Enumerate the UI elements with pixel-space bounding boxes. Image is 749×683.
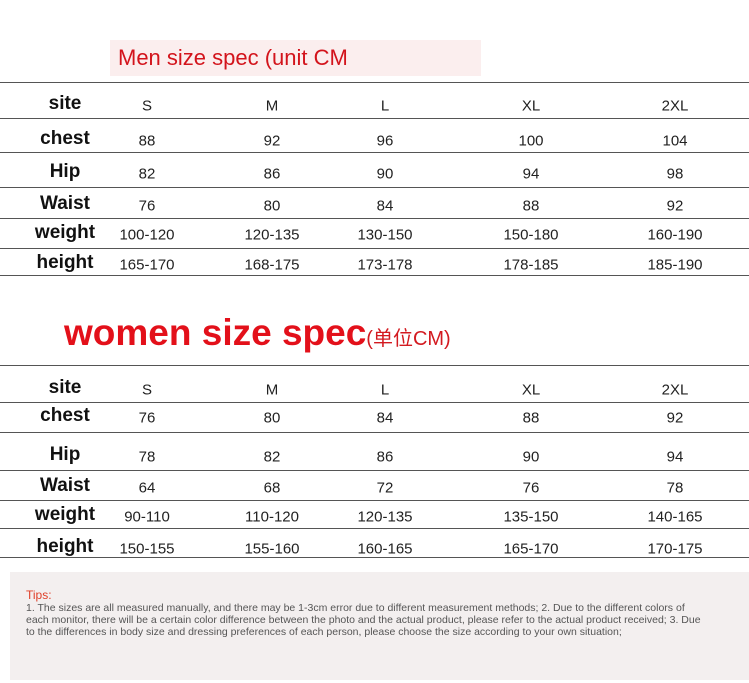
table-cell: 64: [138, 479, 156, 497]
row-divider: [0, 118, 749, 119]
men-title: Men size spec (unit CM: [110, 40, 481, 76]
table-cell: 88: [522, 197, 540, 215]
table-cell: 76: [522, 479, 540, 497]
table-cell: 72: [376, 479, 394, 497]
table-cell: 88: [138, 132, 156, 150]
table-cell: 98: [666, 165, 684, 183]
table-cell: 104: [662, 132, 688, 150]
table-cell: 78: [666, 479, 684, 497]
row-label: Waist: [40, 193, 90, 214]
row-divider: [0, 218, 749, 219]
row-label: site: [48, 93, 82, 114]
women-title-text: women size spec: [64, 312, 367, 353]
row-label: weight: [34, 222, 96, 243]
row-label: height: [36, 252, 94, 273]
table-cell: 90: [376, 165, 394, 183]
row-label: chest: [40, 128, 90, 149]
table-cell: 170-175: [647, 540, 703, 558]
row-divider: [0, 528, 749, 529]
table-cell: 100-120: [119, 226, 175, 244]
table-cell: 86: [376, 448, 394, 466]
table-cell: 68: [263, 479, 281, 497]
table-cell: 78: [138, 448, 156, 466]
tips-label: Tips:: [26, 588, 52, 602]
tips-box: Tips: 1. The sizes are all measured manu…: [10, 572, 749, 680]
table-cell: 90-110: [124, 508, 170, 526]
table-cell: 160-165: [357, 540, 413, 558]
row-divider: [0, 275, 749, 276]
row-divider: [0, 365, 749, 366]
table-cell: 92: [263, 132, 281, 150]
table-cell: 88: [522, 409, 540, 427]
table-cell: 150-180: [503, 226, 559, 244]
table-cell: 165-170: [503, 540, 559, 558]
table-cell: 84: [376, 197, 394, 215]
row-label: Hip: [49, 161, 81, 182]
row-divider: [0, 248, 749, 249]
table-cell: 110-120: [245, 508, 299, 526]
table-cell: 2XL: [661, 381, 689, 399]
table-cell: 2XL: [661, 97, 689, 115]
table-cell: 76: [138, 409, 156, 427]
row-divider: [0, 187, 749, 188]
row-divider: [0, 402, 749, 403]
women-title: women size spec(单位CM): [64, 312, 451, 354]
row-divider: [0, 432, 749, 433]
row-label: chest: [40, 405, 90, 426]
row-label: weight: [34, 504, 96, 525]
row-divider: [0, 152, 749, 153]
table-cell: 80: [263, 197, 281, 215]
row-label: site: [48, 377, 82, 398]
table-cell: 120-135: [244, 226, 300, 244]
table-cell: 185-190: [647, 256, 703, 274]
table-cell: M: [265, 381, 279, 399]
table-cell: 173-178: [357, 256, 413, 274]
table-cell: S: [141, 381, 153, 399]
table-cell: 140-165: [647, 508, 703, 526]
table-cell: 96: [376, 132, 394, 150]
table-cell: 90: [522, 448, 540, 466]
table-cell: 160-190: [647, 226, 703, 244]
row-label: Hip: [49, 444, 81, 465]
table-cell: 86: [263, 165, 281, 183]
table-cell: 82: [263, 448, 281, 466]
table-cell: M: [265, 97, 279, 115]
table-cell: 76: [138, 197, 156, 215]
table-cell: 178-185: [503, 256, 559, 274]
row-divider: [0, 82, 749, 83]
row-divider: [0, 470, 749, 471]
tips-text: 1. The sizes are all measured manually, …: [26, 602, 701, 638]
table-cell: 80: [263, 409, 281, 427]
table-cell: 82: [138, 165, 156, 183]
table-cell: 92: [666, 197, 684, 215]
table-cell: 135-150: [503, 508, 559, 526]
table-cell: 165-170: [119, 256, 175, 274]
table-cell: XL: [521, 97, 541, 115]
table-cell: 94: [522, 165, 540, 183]
table-cell: 150-155: [119, 540, 175, 558]
table-cell: L: [380, 381, 390, 399]
table-cell: 120-135: [357, 508, 413, 526]
table-cell: 84: [376, 409, 394, 427]
women-subtitle: (单位CM): [366, 328, 451, 350]
table-cell: 92: [666, 409, 684, 427]
table-cell: 155-160: [244, 540, 300, 558]
table-cell: S: [141, 97, 153, 115]
table-cell: XL: [521, 381, 541, 399]
table-cell: 100: [518, 132, 544, 150]
table-cell: 130-150: [357, 226, 413, 244]
row-label: Waist: [40, 475, 90, 496]
table-cell: L: [380, 97, 390, 115]
row-divider: [0, 500, 749, 501]
row-divider: [0, 557, 749, 558]
table-cell: 168-175: [244, 256, 300, 274]
row-label: height: [36, 536, 94, 557]
table-cell: 94: [666, 448, 684, 466]
